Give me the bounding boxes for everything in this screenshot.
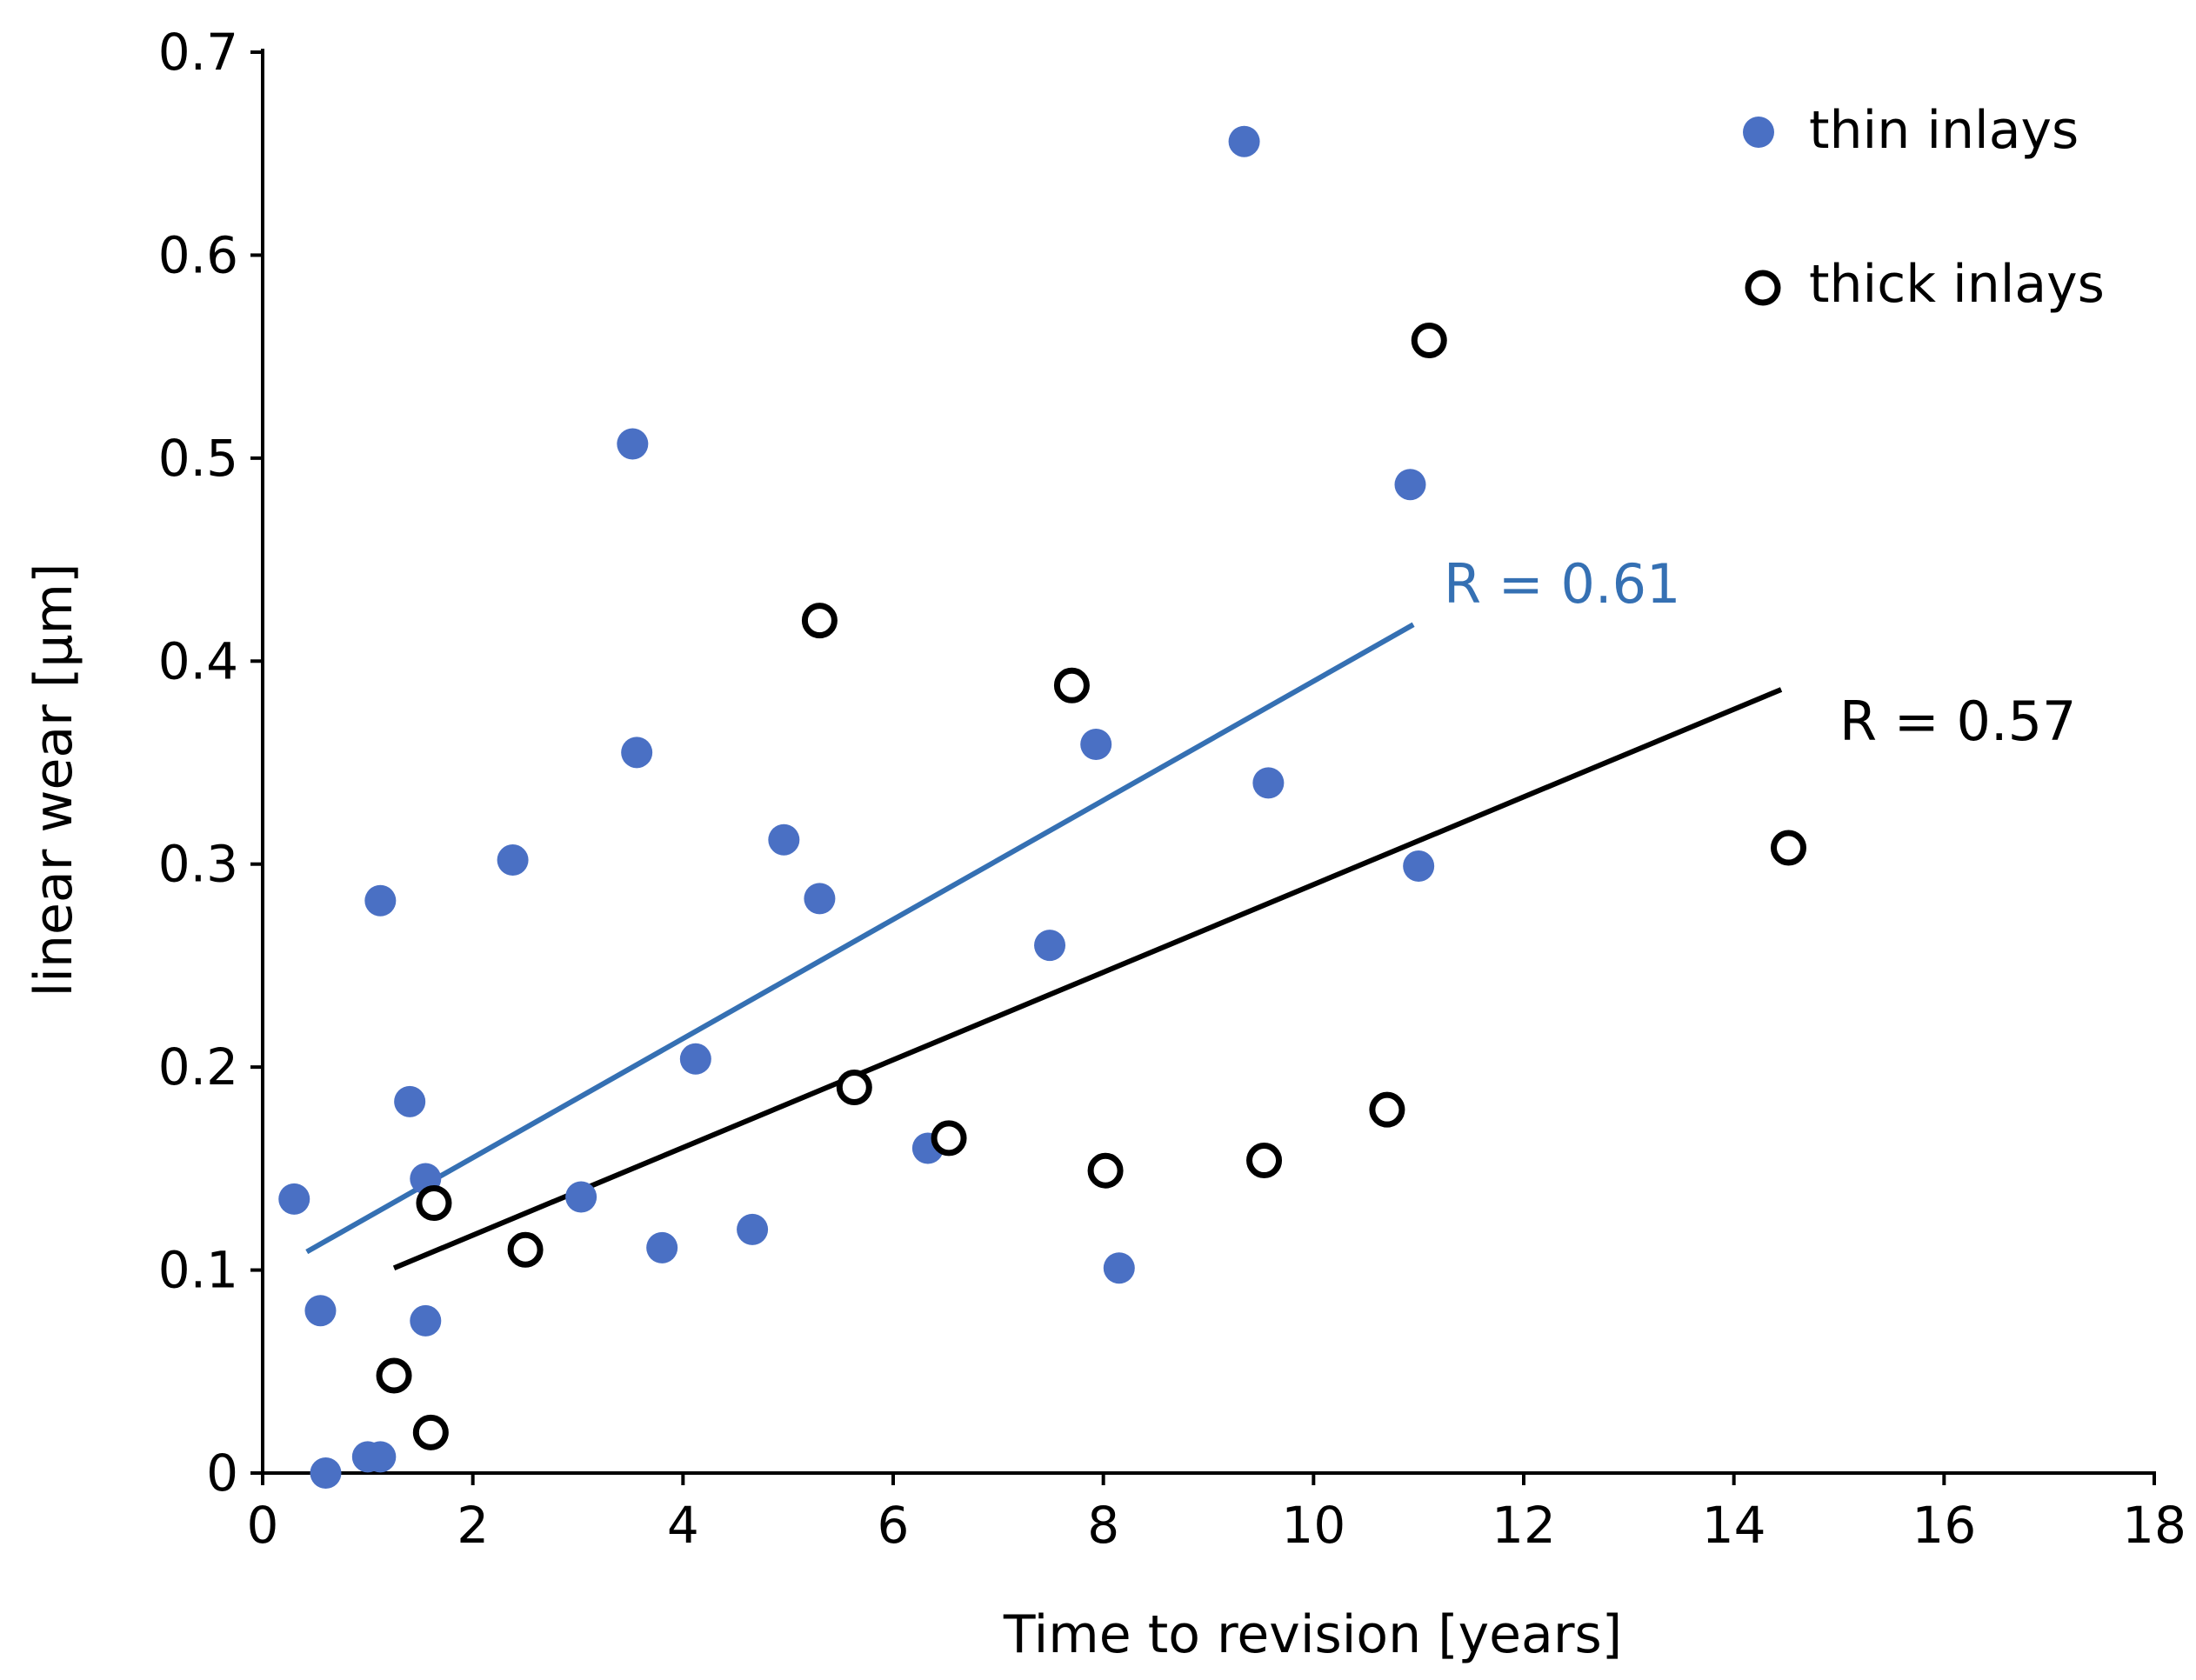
point-thick-inlay [412, 1414, 449, 1450]
y-tick-label: 0.7 [158, 23, 238, 82]
point-thin-inlay [394, 1085, 426, 1117]
point-thin-inlay [679, 1043, 711, 1075]
x-tick-label: 16 [1912, 1496, 1976, 1555]
point-thin-inlay [364, 1441, 397, 1473]
point-thin-inlay [1394, 469, 1426, 501]
point-thick-inlay [416, 1185, 452, 1222]
trend-line-thick [392, 687, 1783, 1271]
point-thin-inlay [1403, 850, 1435, 883]
legend-marker-thick [1745, 270, 1781, 306]
point-thick-inlay [1411, 322, 1447, 358]
point-thin-inlay [804, 883, 836, 915]
r-label-thin: R = 0.61 [1444, 552, 1681, 616]
point-thin-inlay [278, 1183, 310, 1215]
x-tick-label: 10 [1281, 1496, 1345, 1555]
trend-line-thin [305, 622, 1415, 1255]
point-thick-inlay [1087, 1152, 1124, 1189]
y-tick-label: 0.6 [158, 225, 238, 284]
point-thin-inlay [410, 1304, 442, 1337]
y-tick-label: 0.2 [158, 1037, 238, 1097]
point-thin-inlay [617, 428, 649, 460]
point-thick-inlay [836, 1069, 872, 1105]
point-thick-inlay [1053, 667, 1090, 703]
y-tick-label: 0.1 [158, 1241, 238, 1300]
point-thin-inlay [497, 844, 529, 877]
point-thin-inlay [310, 1457, 342, 1489]
point-thin-inlay [364, 884, 397, 917]
point-thin-inlay [646, 1231, 678, 1263]
r-label-thick: R = 0.57 [1839, 690, 2077, 753]
axes: 0 2 4 6 8 10 12 14 16 18 0 0.1 0.2 0.3 0.4 0.5 0.6 0.7 Tim… [23, 23, 2186, 1665]
legend: thin inlays thick inlays [1743, 100, 2105, 315]
point-thick-inlay [1369, 1091, 1405, 1128]
x-tick-label: 2 [457, 1496, 489, 1555]
y-tick-label: 0.3 [158, 835, 238, 894]
x-tick-label: 12 [1492, 1496, 1556, 1555]
point-thick-inlay [1246, 1143, 1283, 1179]
data-points [278, 125, 1806, 1489]
point-thin-inlay [565, 1181, 597, 1213]
y-tick-label: 0 [206, 1443, 238, 1503]
x-tick-label: 4 [667, 1496, 699, 1555]
x-axis-title: Time to revision [years] [1003, 1604, 1622, 1665]
y-tick-label: 0.5 [158, 429, 238, 488]
x-tick-label: 0 [247, 1496, 279, 1555]
point-thick-inlay [931, 1120, 967, 1157]
y-tick-label: 0.4 [158, 631, 238, 690]
point-thick-inlay [1771, 830, 1806, 866]
point-thin-inlay [1103, 1252, 1135, 1284]
legend-marker-thin [1743, 117, 1774, 148]
legend-label-thick: thick inlays [1809, 254, 2105, 315]
x-tick-label: 18 [2122, 1496, 2186, 1555]
point-thick-inlay [507, 1231, 544, 1268]
annotations: R = 0.61 R = 0.57 [1444, 552, 2077, 753]
x-tick-label: 6 [878, 1496, 910, 1555]
trend-lines [305, 622, 1783, 1271]
x-tick-label: 8 [1087, 1496, 1119, 1555]
point-thin-inlay [1228, 125, 1260, 157]
x-tick-label: 14 [1702, 1496, 1766, 1555]
point-thin-inlay [621, 737, 653, 769]
point-thin-inlay [737, 1213, 769, 1245]
point-thin-inlay [1252, 767, 1285, 799]
point-thick-inlay [801, 603, 838, 639]
legend-label-thin: thin inlays [1809, 100, 2079, 161]
y-axis-title: linear wear [μm] [23, 563, 84, 997]
point-thin-inlay [1080, 728, 1112, 760]
point-thin-inlay [304, 1295, 337, 1327]
point-thick-inlay [376, 1357, 412, 1394]
point-thin-inlay [1034, 930, 1066, 962]
point-thin-inlay [768, 823, 800, 856]
